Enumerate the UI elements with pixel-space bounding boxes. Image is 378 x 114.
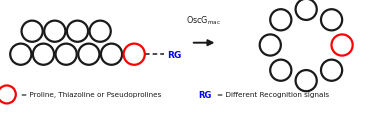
- Text: = Different Recognition signals: = Different Recognition signals: [217, 92, 329, 98]
- Text: = Proline, Thiazoline or Pseudoprolines: = Proline, Thiazoline or Pseudoprolines: [21, 92, 161, 98]
- Text: RG: RG: [198, 90, 212, 99]
- Text: OscG$_{\mathregular{mac}}$: OscG$_{\mathregular{mac}}$: [186, 14, 221, 27]
- Text: RG: RG: [167, 50, 181, 59]
